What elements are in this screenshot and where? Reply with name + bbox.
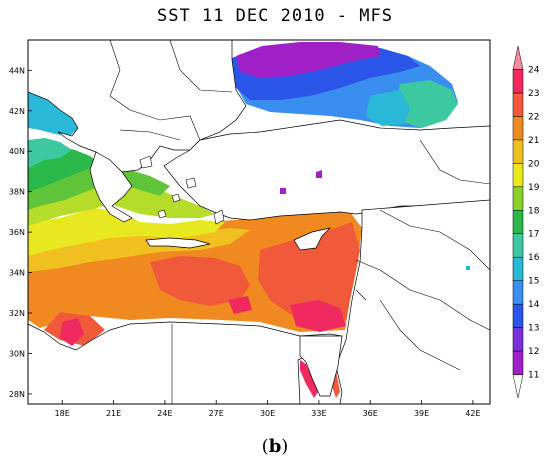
x-axis-ticks: 18E 21E 24E 27E 30E 33E 36E 39E 42E <box>55 400 481 418</box>
y-tick-label: 38N <box>9 188 25 197</box>
colorbar-label: 11 <box>528 371 539 381</box>
colorbar-swatch <box>512 350 524 375</box>
y-tick-label: 44N <box>9 66 25 75</box>
x-tick-label: 42E <box>465 409 480 418</box>
colorbar-label: 17 <box>528 230 539 240</box>
border-1 <box>109 39 201 141</box>
border-3 <box>119 129 181 141</box>
land-balkans <box>27 39 247 173</box>
colorbar: 11 12 13 14 15 16 17 18 19 20 21 22 23 24 <box>512 45 540 399</box>
country-borders <box>109 39 491 404</box>
x-tick-label: 39E <box>414 409 429 418</box>
x-tick-label: 33E <box>311 409 326 418</box>
sst-region-24a <box>290 300 346 332</box>
sst-region-24b <box>60 318 84 346</box>
map-frame <box>27 39 491 405</box>
border-4 <box>379 209 491 271</box>
x-tick-label: 30E <box>260 409 275 418</box>
sst-region-19 <box>28 172 215 226</box>
x-tick-label: 36E <box>363 409 378 418</box>
sst-region-black-12 <box>236 42 380 78</box>
lake-3 <box>466 266 470 270</box>
colorbar-label: 13 <box>528 324 539 334</box>
colorbar-swatch <box>512 327 524 352</box>
sst-region-black-15 <box>366 90 410 126</box>
y-tick-label: 40N <box>9 147 25 156</box>
colorbar-label: 20 <box>528 159 540 169</box>
border-2 <box>169 39 233 93</box>
colorbar-swatch <box>512 303 524 328</box>
colorbar-swatch <box>512 69 524 94</box>
colorbar-label: 23 <box>528 89 539 99</box>
sst-region-15a <box>28 92 78 136</box>
colorbar-swatch <box>512 256 524 281</box>
sst-region-black-16 <box>396 80 458 128</box>
colorbar-swatch <box>512 163 524 188</box>
colorbar-swatch <box>512 139 524 164</box>
land-sinai <box>299 335 343 397</box>
border-6 <box>379 299 461 371</box>
x-tick-label: 21E <box>106 409 121 418</box>
figure-caption: (b) <box>0 436 550 457</box>
lake-2 <box>280 188 286 194</box>
land-greece <box>89 151 133 223</box>
colorbar-swatch <box>512 92 524 117</box>
colorbar-swatch <box>512 186 524 211</box>
x-tick-label: 18E <box>55 409 70 418</box>
colorbar-label: 21 <box>528 136 539 146</box>
y-tick-label: 34N <box>9 269 25 278</box>
colorbar-swatch <box>512 116 524 141</box>
caption-open: ( <box>261 436 269 457</box>
y-tick-label: 32N <box>9 309 25 318</box>
colorbar-swatch <box>512 374 524 399</box>
caption-close: ) <box>281 436 289 457</box>
colorbar-label: 22 <box>528 112 539 122</box>
colorbar-label: 15 <box>528 277 539 287</box>
colorbar-label: 14 <box>528 300 540 310</box>
colorbar-swatch <box>512 233 524 258</box>
x-tick-label: 27E <box>209 409 224 418</box>
border-9 <box>355 289 367 301</box>
land-island-rhodes <box>213 209 225 225</box>
land-island-1 <box>171 193 181 203</box>
land-layer <box>27 39 491 405</box>
y-tick-label: 42N <box>9 107 25 116</box>
border-5 <box>355 259 491 331</box>
border-8 <box>419 139 491 185</box>
colorbar-swatch <box>512 210 524 234</box>
colorbar-label: 12 <box>528 347 539 357</box>
sst-region-23a <box>150 256 250 306</box>
map-title: SST 11 DEC 2010 - MFS <box>157 6 393 26</box>
land-anatolia <box>163 119 491 221</box>
sst-region-20 <box>28 208 225 256</box>
sst-region-suez <box>300 360 318 398</box>
y-axis-ticks: 28N 30N 32N 34N 36N 38N 40N 42N 44N <box>9 66 32 399</box>
land-island-4 <box>139 155 153 169</box>
sst-region-23b <box>258 222 360 322</box>
land-island-3 <box>157 209 167 219</box>
lake-1 <box>316 170 322 178</box>
y-tick-label: 30N <box>9 349 25 358</box>
colorbar-swatch <box>512 280 524 305</box>
land-island-2 <box>185 177 197 189</box>
x-tick-label: 24E <box>157 409 172 418</box>
colorbar-label: 16 <box>528 253 540 263</box>
colorbar-label: 19 <box>528 183 540 193</box>
sst-field-layer <box>28 42 458 398</box>
y-tick-label: 28N <box>9 390 25 399</box>
colorbar-swatch <box>512 45 524 70</box>
sst-region-24c <box>228 296 252 314</box>
colorbar-label: 18 <box>528 206 540 216</box>
land-crete <box>145 237 211 249</box>
caption-letter: b <box>268 436 282 457</box>
y-tick-label: 36N <box>9 228 25 237</box>
colorbar-label: 24 <box>528 65 540 75</box>
land-cyprus <box>293 227 332 251</box>
sst-region-16 <box>28 138 72 168</box>
